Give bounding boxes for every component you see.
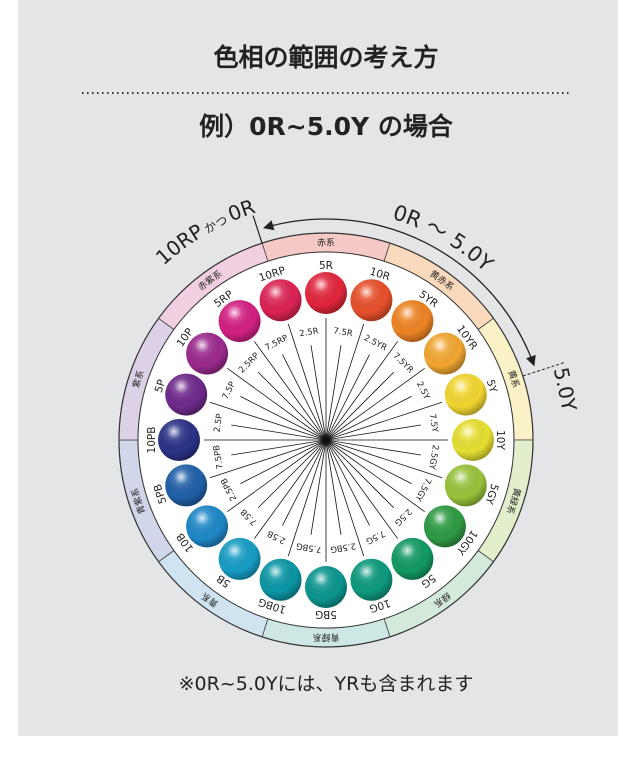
hue-sphere-shade	[423, 332, 466, 375]
title: 色相の範囲の考え方	[213, 43, 438, 72]
hue-label: 10Y	[494, 430, 506, 450]
hue-sphere-shade	[444, 373, 487, 416]
radial-line	[325, 439, 357, 532]
radial-line	[325, 396, 412, 441]
hue-label: 5Y	[484, 378, 500, 395]
hue-label: 5P	[153, 378, 168, 394]
half-hue-label: 2.5BG	[329, 540, 356, 554]
note: ※0R~5.0Yには、YRも含まれます	[179, 673, 474, 695]
box-line	[209, 469, 235, 479]
hue-sphere-shade	[391, 537, 434, 580]
range-arrow	[263, 218, 536, 367]
hue-sphere-shade	[350, 558, 393, 601]
half-hue-label: 2.5P	[212, 413, 225, 433]
hue-sphere-shade	[218, 537, 261, 580]
radial-line	[282, 439, 327, 526]
radial-line	[325, 439, 421, 456]
radial-line	[240, 396, 327, 441]
radial-line	[240, 439, 327, 484]
radial-line	[231, 424, 327, 441]
box-line	[355, 531, 365, 557]
box-line	[287, 531, 297, 557]
radial-line	[248, 383, 327, 441]
radial-line	[325, 439, 395, 509]
radial-line	[248, 439, 327, 497]
hue-sphere-shade	[186, 332, 229, 375]
hue-sphere-shade	[165, 464, 208, 507]
group-label-text: 青緑系	[312, 632, 340, 644]
radial-line	[234, 439, 327, 471]
box-line	[253, 517, 270, 539]
half-hue-label: 7.5PB	[212, 444, 226, 470]
hue-sphere-shade	[423, 505, 466, 548]
box-line	[403, 496, 425, 513]
hue-sphere-shade	[259, 558, 302, 601]
hue-sphere-shade	[186, 505, 229, 548]
end-tick	[522, 362, 564, 377]
hue-label: 5R	[319, 260, 333, 272]
hue-sphere-shade	[305, 272, 347, 314]
group-label: 青緑系	[312, 632, 340, 644]
hue-label: 10PB	[146, 427, 158, 454]
radial-line	[325, 371, 395, 441]
start-tick	[252, 215, 263, 244]
radial-line	[325, 362, 383, 441]
box-line	[417, 401, 443, 411]
hue-sphere-shade	[218, 300, 261, 343]
box-line	[227, 367, 249, 384]
radial-line	[325, 439, 404, 497]
hue-label: 5PB	[152, 482, 170, 505]
radial-line	[325, 424, 421, 441]
radial-line	[257, 371, 327, 441]
radial-line	[234, 409, 327, 441]
radial-line	[325, 409, 418, 441]
radial-line	[269, 362, 327, 441]
half-hue-label: 2.5GY	[426, 444, 440, 471]
radial-line	[325, 439, 370, 526]
subtitle: 例）0R~5.0Y の場合	[199, 112, 454, 141]
radial-line	[325, 354, 370, 441]
half-hue-label: 7.5BG	[296, 540, 323, 554]
radial-line	[257, 439, 327, 509]
box-line	[403, 367, 425, 384]
radial-line	[269, 439, 327, 518]
box-line	[227, 496, 249, 513]
radial-line	[325, 439, 418, 471]
box-line	[417, 469, 443, 479]
box-line	[209, 401, 235, 411]
half-hue-label: 7.5Y	[427, 413, 440, 434]
radial-line	[325, 383, 404, 441]
hue-sphere-shade	[305, 566, 347, 608]
radial-line	[295, 439, 327, 532]
radial-line	[231, 439, 327, 456]
hue-sphere-shade	[452, 419, 494, 461]
radial-line	[325, 439, 412, 484]
hue-label: 5BG	[315, 608, 337, 620]
hue-sphere-shade	[391, 300, 434, 343]
hue-sphere-shade	[158, 419, 200, 461]
hue-sphere-shade	[165, 373, 208, 416]
hue-sphere-shade	[444, 464, 487, 507]
radial-line	[310, 439, 327, 535]
hue-sphere-shade	[350, 279, 393, 322]
radial-line	[325, 439, 383, 518]
box-line	[382, 517, 399, 539]
radial-line	[325, 439, 342, 535]
radial-line	[282, 354, 327, 441]
hue-sphere-shade	[259, 279, 302, 322]
